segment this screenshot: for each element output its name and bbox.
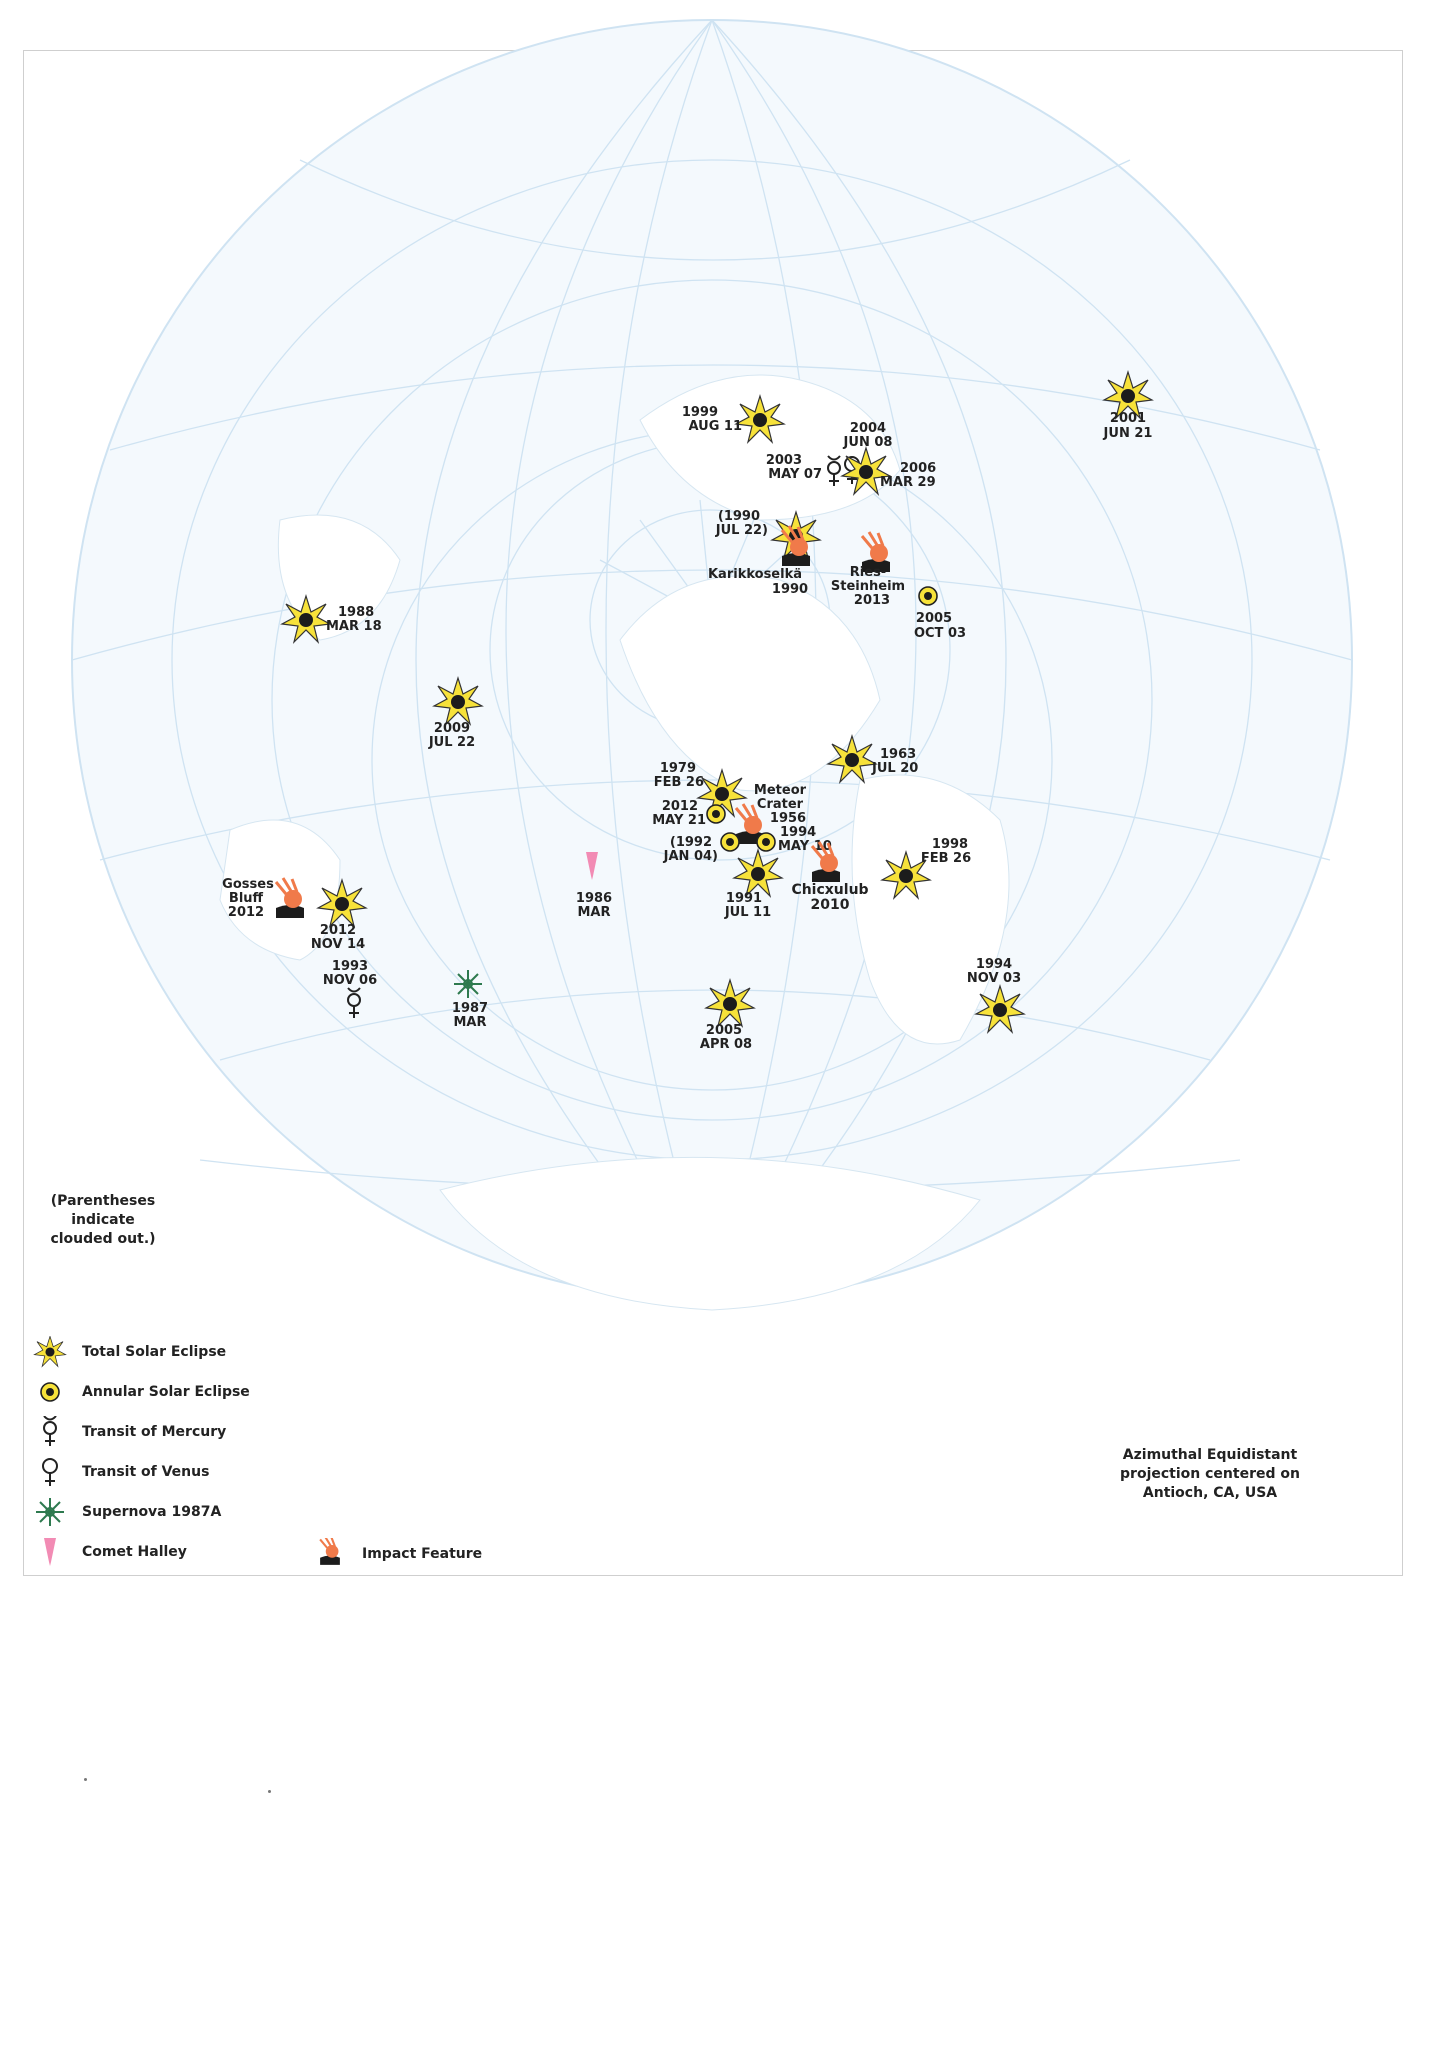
event-meteor: Meteor Crater 1956 [734, 783, 807, 846]
legend-label: Annular Solar Eclipse [82, 1384, 250, 1400]
event-e2003: 2003 MAY 07 [766, 453, 841, 487]
transit-of-venus-icon [30, 1456, 70, 1488]
event-e1993: 1993 NOV 06 [323, 959, 377, 1019]
event-e1999: 1999 AUG 11 [682, 395, 785, 443]
legend-label: Supernova 1987A [82, 1504, 222, 1520]
event-chicxulub: Chicxulub 2010 [791, 840, 869, 913]
event-e1963: 1963 JUL 20 [827, 735, 918, 783]
globe [71, 19, 1353, 1311]
event-e1990: (1990 JUL 22) [715, 509, 821, 559]
legend-item-impact-feature: Impact Feature [310, 1538, 482, 1570]
event-e1988: 1988 MAR 18 [281, 595, 382, 643]
event-e2006: 2006 MAR 29 [841, 447, 936, 495]
event-ries: Ries-Steinheim 2013 [831, 530, 905, 608]
projection-note: Azimuthal Equidistant projection centere… [1120, 1447, 1300, 1501]
comet-halley-icon [30, 1536, 70, 1568]
event-karikkoselka: Karikkoselkä 1990 [708, 524, 812, 597]
legend-item-transit-of-venus: Transit of Venus [30, 1456, 209, 1488]
legend-item-supernova: Supernova 1987A [30, 1496, 221, 1528]
legend-item-total-solar-eclipse: Total Solar Eclipse [30, 1336, 226, 1368]
legend-label: Transit of Venus [82, 1464, 210, 1480]
legend-item-comet-halley: Comet Halley [30, 1536, 187, 1568]
event-e2012may: 2012 MAY 21 [652, 799, 726, 828]
transit-of-mercury-icon [30, 1416, 70, 1448]
event-e2009: 2009 JUL 22 [428, 677, 483, 750]
event-e1998: 1998 FEB 26 [881, 837, 971, 899]
event-e2005apr: 2005 APR 08 [700, 979, 755, 1052]
event-e2001: 2001 JUN 21 [1103, 371, 1153, 441]
event-sn1987: 1987 MAR [452, 969, 488, 1030]
event-e2012nov: 2012 NOV 14 [311, 879, 367, 952]
legend-item-transit-of-mercury: Transit of Mercury [30, 1416, 226, 1448]
annular-solar-eclipse-icon [30, 1376, 70, 1408]
legend-label: Total Solar Eclipse [82, 1344, 227, 1360]
event-comet1986: 1986 MAR [576, 852, 612, 920]
event-markers: 2001 JUN 21 1999 AUG 11 2004 JUN 08 2003 MAY… [222, 371, 1153, 1052]
event-e1992: (1992 JAN 04) [663, 832, 740, 864]
impact-feature-icon [310, 1538, 350, 1570]
total-solar-eclipse-icon [30, 1336, 70, 1368]
event-gosses: Gosses Bluff 2012 [222, 876, 306, 920]
supernova-icon [30, 1496, 70, 1528]
legend-note: (Parentheses indicate clouded out.) [50, 1193, 156, 1247]
event-e2005oct: 2005 OCT 03 [914, 586, 966, 641]
event-e2004: 2004 JUN 08 [843, 421, 893, 485]
event-e1994nov: 1994 NOV 03 [967, 957, 1025, 1033]
legend-label: Impact Feature [362, 1546, 483, 1562]
scan-speck [268, 1790, 271, 1793]
event-e1979: 1979 FEB 26 [654, 761, 747, 817]
legend-label: Transit of Mercury [82, 1424, 227, 1440]
scan-speck [84, 1778, 87, 1781]
legend-item-annular-solar-eclipse: Annular Solar Eclipse [30, 1376, 250, 1408]
legend-label: Comet Halley [82, 1544, 187, 1560]
event-e1991: 1991 JUL 11 [724, 849, 783, 920]
